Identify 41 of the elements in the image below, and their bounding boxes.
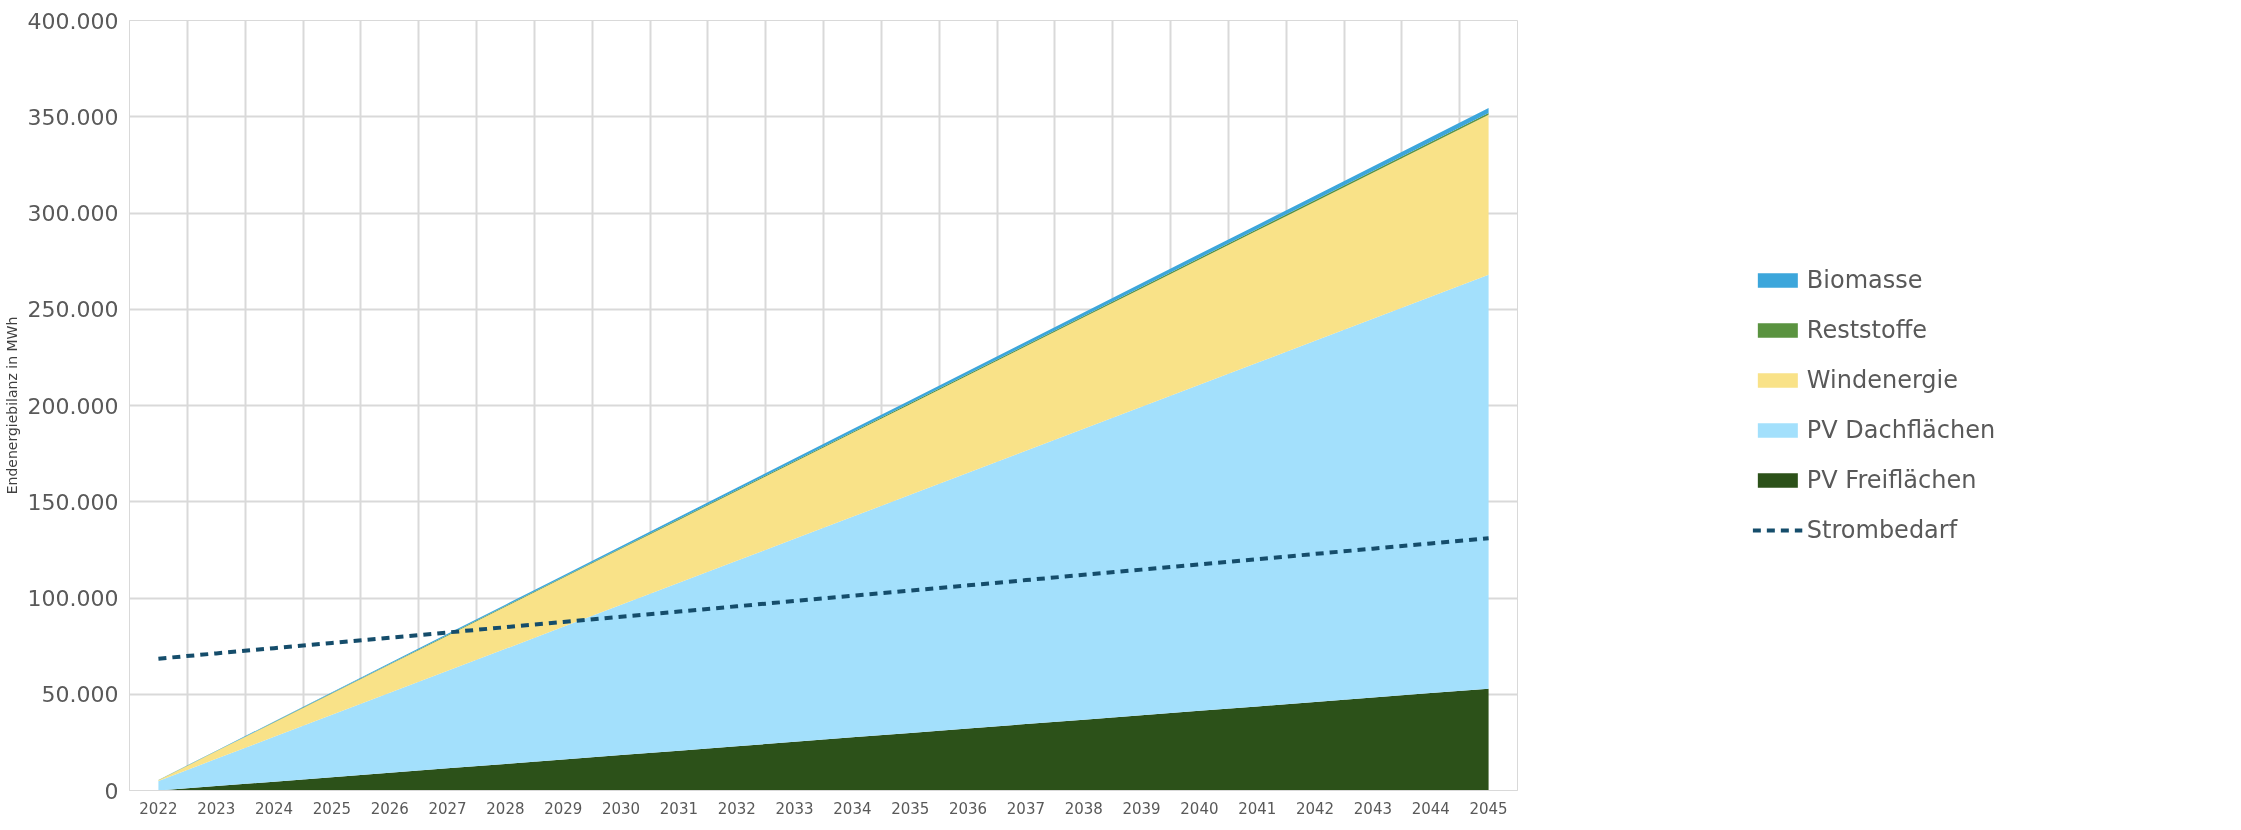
line-series (156, 536, 1491, 661)
y-tick-label: 100.000 (27, 586, 119, 611)
x-tick-label: 2030 (602, 799, 641, 818)
y-tick-label: 350.000 (27, 104, 119, 130)
legend-label: Biomasse (1806, 266, 1923, 294)
x-tick-label: 2042 (1296, 799, 1335, 818)
x-tick-label: 2029 (544, 799, 583, 818)
y-tick-label: 50.000 (41, 682, 119, 708)
x-tick-label: 2038 (1064, 799, 1103, 818)
y-tick-label: 200.000 (27, 393, 119, 419)
x-tick-label: 2034 (833, 799, 872, 818)
x-tick-label: 2031 (659, 799, 699, 818)
x-tick-label: 2045 (1469, 799, 1508, 818)
legend-label: Reststoffe (1806, 316, 1928, 344)
x-tick-label: 2037 (1006, 799, 1046, 818)
x-tick-label: 2032 (717, 799, 756, 818)
y-tick-label: 150.000 (27, 489, 119, 515)
y-tick-label: 0 (104, 778, 119, 804)
x-tick-label: 2039 (1122, 799, 1161, 818)
x-tick-label: 2025 (312, 799, 352, 818)
x-tick-label: 2027 (428, 799, 467, 818)
legend-label: Windenergie (1806, 366, 1959, 394)
y-axis-title: Endenergiebilanz in MWh (3, 316, 20, 495)
legend-label: PV Freiflächen (1806, 466, 1977, 494)
x-tick-label: 2023 (197, 799, 236, 818)
x-tick-label: 2022 (139, 799, 178, 818)
legend-label: Strombedarf (1806, 516, 1958, 544)
x-tick-label: 2043 (1353, 799, 1393, 818)
y-tick-label: 250.000 (27, 297, 119, 323)
x-tick-label: 2026 (370, 799, 409, 818)
x-tick-label: 2028 (486, 799, 525, 818)
x-tick-label: 2024 (255, 799, 294, 818)
y-tick-label: 400.000 (27, 8, 119, 34)
x-tick-label: 2035 (891, 799, 930, 818)
legend-label: PV Dachflächen (1806, 416, 1996, 444)
y-tick-label: 300.000 (27, 201, 119, 226)
x-tick-label: 2044 (1411, 799, 1450, 818)
x-tick-label: 2040 (1180, 799, 1219, 818)
x-tick-label: 2033 (775, 799, 814, 818)
x-tick-label: 2036 (949, 799, 988, 818)
x-tick-label: 2041 (1238, 799, 1277, 818)
